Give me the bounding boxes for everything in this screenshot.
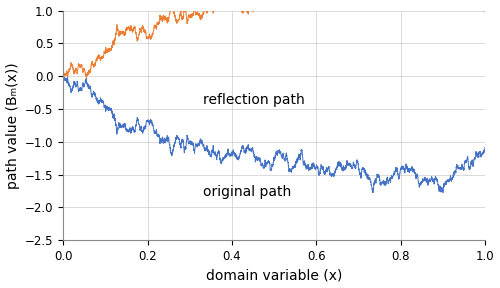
- X-axis label: domain variable (x): domain variable (x): [206, 268, 342, 283]
- Y-axis label: path value (Bₘ(x)): path value (Bₘ(x)): [6, 62, 20, 189]
- Text: original path: original path: [202, 185, 291, 198]
- Text: reflection path: reflection path: [202, 93, 304, 107]
